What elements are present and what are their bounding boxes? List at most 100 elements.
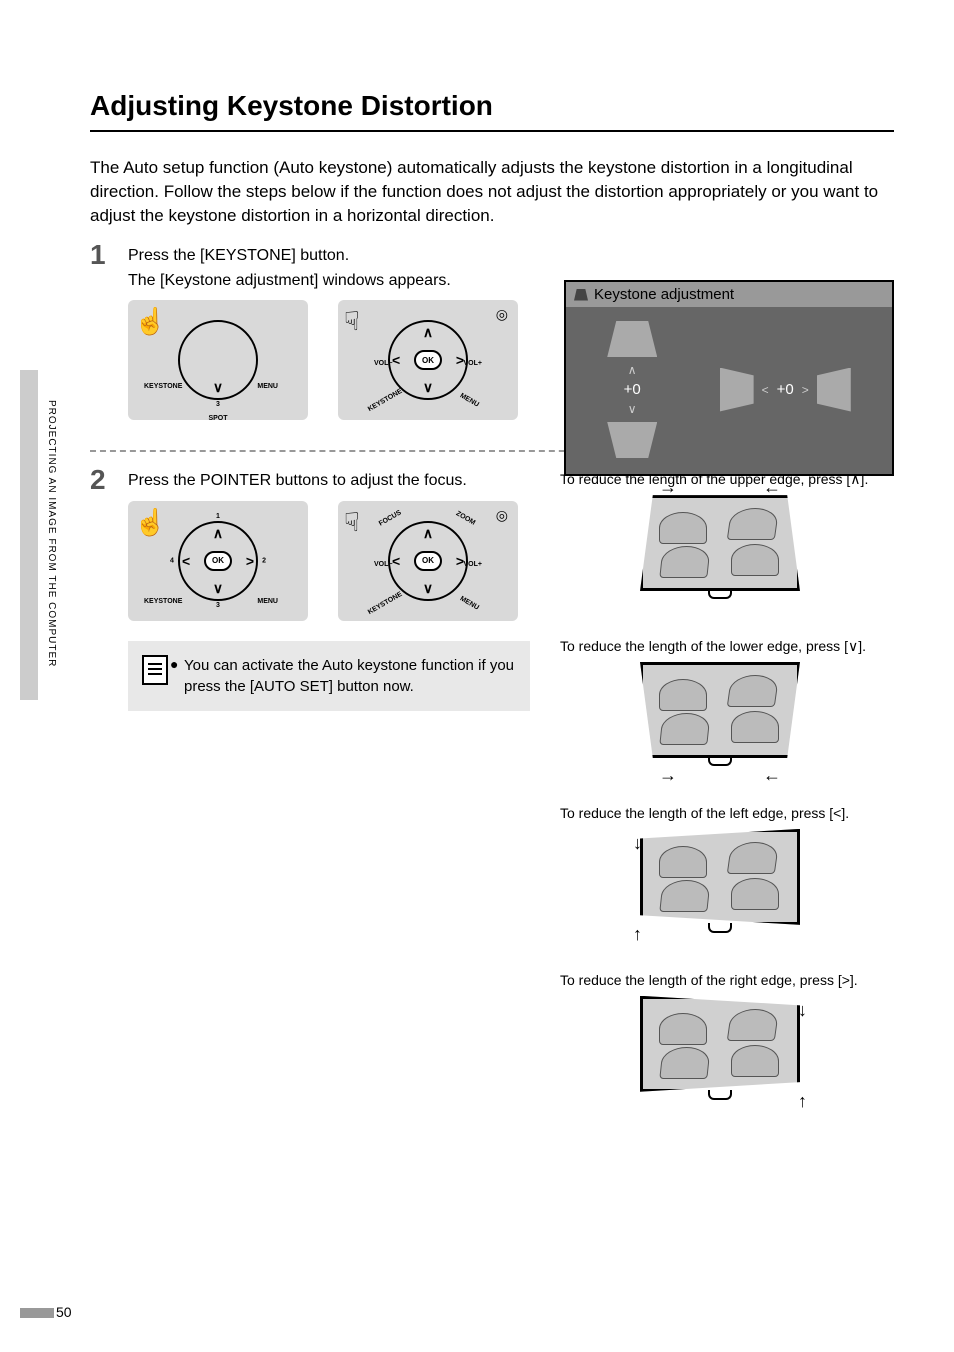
- menu-label: MENU: [257, 598, 278, 605]
- note-text: You can activate the Auto keystone funct…: [184, 657, 514, 695]
- n3-label: 3: [216, 602, 220, 609]
- right-edge-caption: To reduce the length of the right edge, …: [560, 971, 880, 990]
- right-edge-figure: ↓ ↑: [635, 996, 805, 1116]
- trapezoid-bottom-icon: [607, 422, 657, 458]
- trapezoid-left-icon: [720, 368, 754, 412]
- keystone-label-2: KEYSTONE: [367, 590, 404, 615]
- sidebar-tab: [20, 370, 38, 700]
- down-arrow-icon: ∨: [213, 379, 223, 396]
- keystone-label: KEYSTONE: [144, 598, 182, 605]
- page-bar: [20, 1308, 54, 1318]
- left-arrow-icon: <: [182, 553, 190, 569]
- keystone-adjustment-panel: Keystone adjustment ∧ +0 ∨ < +0 >: [564, 280, 894, 476]
- dpad-circle: OK ∧ ∨ < > 1 2 3 4 KEYSTONE MENU: [178, 521, 258, 601]
- keystone-label-2: KEYSTONE: [367, 388, 404, 413]
- step-2-row: 2 Press the POINTER buttons to adjust th…: [90, 470, 894, 1138]
- up-arrow-icon: ∧: [423, 525, 433, 542]
- keystone-v-value: +0: [624, 381, 641, 398]
- chevron-right-icon: >: [802, 383, 809, 397]
- hand-icon: ☝: [134, 507, 166, 538]
- zoom-label: ZOOM: [455, 510, 477, 527]
- arrow-in-right-icon: →: [659, 477, 677, 498]
- camera-icon: ◎: [496, 507, 508, 524]
- arrow-in-right-icon: →: [659, 765, 677, 786]
- note-icon: [142, 655, 168, 685]
- right-edge-block: To reduce the length of the right edge, …: [560, 971, 880, 1116]
- down-arrow-icon: ∨: [423, 379, 433, 396]
- keystone-panel-body: ∧ +0 ∨ < +0 >: [566, 307, 892, 460]
- dpad-circle: ∨ KEYSTONE MENU SPOT 3: [178, 320, 258, 400]
- keystone-icon: [574, 289, 588, 301]
- step-2-right: To reduce the length of the upper edge, …: [560, 470, 880, 1138]
- remote-diagram-2a: ☝ OK ∧ ∨ < > 1 2 3 4 KEYSTONE MENU: [128, 501, 308, 621]
- spot-label: SPOT: [208, 415, 227, 422]
- vol-minus-label: VOL−: [374, 360, 392, 367]
- lower-edge-figure: → ←: [635, 662, 805, 782]
- arrow-in-left-icon: ←: [763, 477, 781, 498]
- up-arrow-icon: ∧: [213, 525, 223, 542]
- camera-icon: ◎: [496, 306, 508, 323]
- chevron-up-icon: ∧: [628, 363, 637, 377]
- note-box: ● You can activate the Auto keystone fun…: [128, 641, 530, 711]
- hand-icon: ☝: [134, 306, 166, 337]
- keystone-panel-title-bar: Keystone adjustment: [566, 282, 892, 307]
- arrow-up-icon: ↑: [798, 1091, 807, 1112]
- down-arrow-icon: ∨: [213, 580, 223, 597]
- trapezoid-top-icon: [607, 321, 657, 357]
- dpad-circle: OK ∧ ∨ < > VOL− VOL+ FOCUS ZOOM KEYSTONE…: [388, 521, 468, 601]
- step-2-number: 2: [90, 464, 106, 496]
- page-title: Adjusting Keystone Distortion: [90, 90, 894, 132]
- keystone-h-value: +0: [777, 381, 794, 398]
- remote-diagram-1b: ☟ ◎ OK ∧ ∨ < > VOL− VOL+ KEYSTONE MENU: [338, 300, 518, 420]
- trapezoid-right-icon: [817, 368, 851, 412]
- left-edge-block: To reduce the length of the left edge, p…: [560, 804, 880, 949]
- menu-label-2: MENU: [459, 392, 480, 408]
- lower-edge-block: To reduce the length of the lower edge, …: [560, 637, 880, 782]
- bullet-icon: ●: [170, 655, 178, 675]
- keystone-panel-title: Keystone adjustment: [594, 286, 734, 303]
- step-2-remote-row: ☝ OK ∧ ∨ < > 1 2 3 4 KEYSTONE MENU: [128, 501, 530, 621]
- vol-minus-label: VOL−: [374, 561, 392, 568]
- chevron-down-icon: ∨: [628, 402, 637, 416]
- intro-text: The Auto setup function (Auto keystone) …: [90, 156, 894, 227]
- up-arrow-icon: ∧: [423, 324, 433, 341]
- keystone-horizontal-group: < +0 >: [720, 366, 851, 414]
- remote-diagram-1a: ☝ ∨ KEYSTONE MENU SPOT 3: [128, 300, 308, 420]
- n1-label: 1: [216, 513, 220, 520]
- keystone-label: KEYSTONE: [144, 383, 182, 390]
- hand-icon: ☟: [344, 306, 360, 337]
- step-2-left: 2 Press the POINTER buttons to adjust th…: [90, 470, 530, 1138]
- ok-button-label: OK: [204, 551, 232, 571]
- arrow-up-icon: ↑: [633, 924, 642, 945]
- right-arrow-icon: >: [246, 553, 254, 569]
- vol-plus-label: VOL+: [464, 360, 482, 367]
- remote-diagram-2b: ☟ ◎ OK ∧ ∨ < > VOL− VOL+ FOCUS ZOOM KEYS…: [338, 501, 518, 621]
- hand-icon: ☟: [344, 507, 360, 538]
- focus-label: FOCUS: [378, 509, 403, 527]
- arrow-in-left-icon: ←: [763, 765, 781, 786]
- upper-edge-figure: → ←: [635, 495, 805, 615]
- ok-button-label: OK: [414, 350, 442, 370]
- ok-button-label: OK: [414, 551, 442, 571]
- chevron-left-icon: <: [762, 383, 769, 397]
- upper-edge-block: To reduce the length of the upper edge, …: [560, 470, 880, 615]
- left-edge-figure: ↓ ↑: [635, 829, 805, 949]
- menu-label-2: MENU: [459, 595, 480, 611]
- page-number: 50: [56, 1304, 72, 1320]
- menu-label: MENU: [257, 383, 278, 390]
- left-arrow-icon: <: [392, 553, 400, 569]
- step-1-number: 1: [90, 239, 106, 271]
- n2-label: 2: [262, 557, 266, 564]
- step-2: 2 Press the POINTER buttons to adjust th…: [90, 470, 530, 710]
- dpad-circle: OK ∧ ∨ < > VOL− VOL+ KEYSTONE MENU: [388, 320, 468, 400]
- sidebar-section-label: PROJECTING AN IMAGE FROM THE COMPUTER: [46, 400, 57, 667]
- n3-label: 3: [216, 401, 220, 408]
- left-arrow-icon: <: [392, 352, 400, 368]
- step-1-title: Press the [KEYSTONE] button.: [128, 245, 894, 267]
- down-arrow-icon: ∨: [423, 580, 433, 597]
- step-2-title: Press the POINTER buttons to adjust the …: [128, 470, 530, 492]
- vol-plus-label: VOL+: [464, 561, 482, 568]
- keystone-vertical-group: ∧ +0 ∨: [607, 319, 657, 460]
- n4-label: 4: [170, 557, 174, 564]
- left-edge-caption: To reduce the length of the left edge, p…: [560, 804, 880, 823]
